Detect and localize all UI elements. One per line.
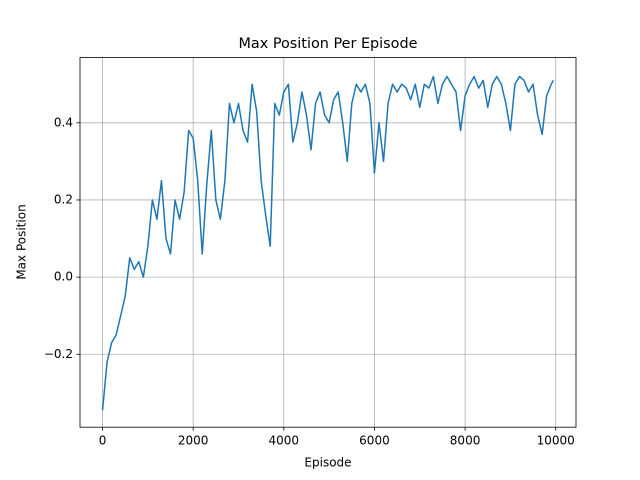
x-tick-label: 0 bbox=[99, 434, 107, 448]
x-tick-label: 8000 bbox=[450, 434, 481, 448]
y-tick-label: 0.2 bbox=[54, 192, 73, 206]
y-tick-label: 0.0 bbox=[54, 270, 73, 284]
data-line bbox=[101, 75, 555, 411]
y-tick-label: 0.4 bbox=[54, 115, 73, 129]
plot-frame bbox=[79, 57, 577, 428]
x-tick-label: 2000 bbox=[178, 434, 209, 448]
x-tick-label: 6000 bbox=[359, 434, 390, 448]
x-axis-label: Episode bbox=[304, 456, 351, 470]
y-axis-label: Max Position bbox=[15, 204, 29, 279]
x-tick-label: 10000 bbox=[537, 434, 575, 448]
chart-title: Max Position Per Episode bbox=[239, 36, 418, 52]
y-tick-label: −0.2 bbox=[44, 347, 73, 361]
x-tick-label: 4000 bbox=[269, 434, 300, 448]
